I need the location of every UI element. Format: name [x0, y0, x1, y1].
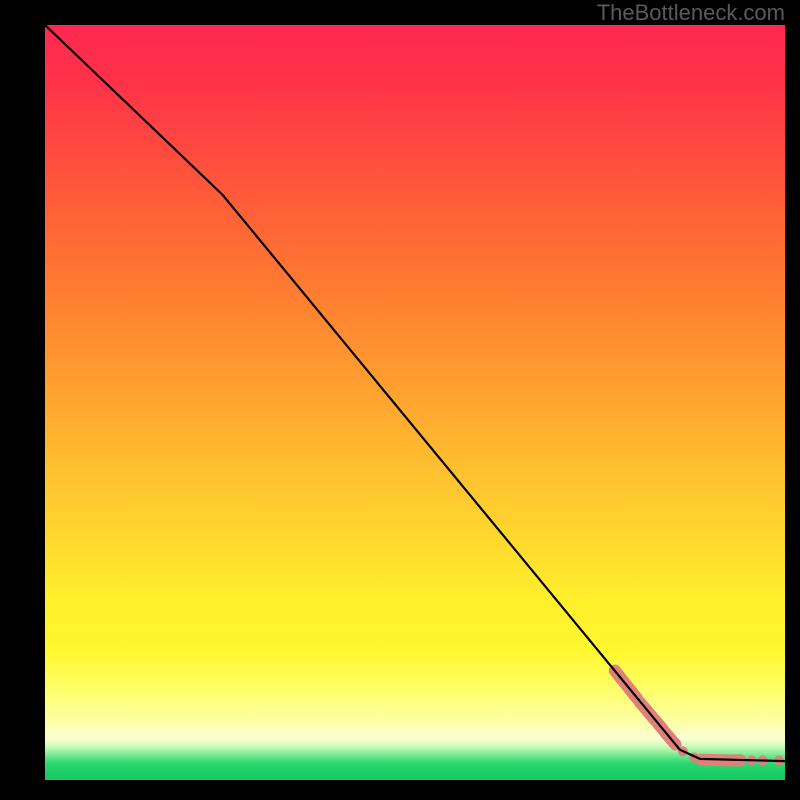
watermark-text: TheBottleneck.com — [597, 0, 785, 26]
chart-overlay — [45, 25, 785, 780]
data-markers — [615, 671, 784, 766]
chart-plot-area — [45, 25, 785, 780]
chart-curve — [45, 25, 785, 761]
